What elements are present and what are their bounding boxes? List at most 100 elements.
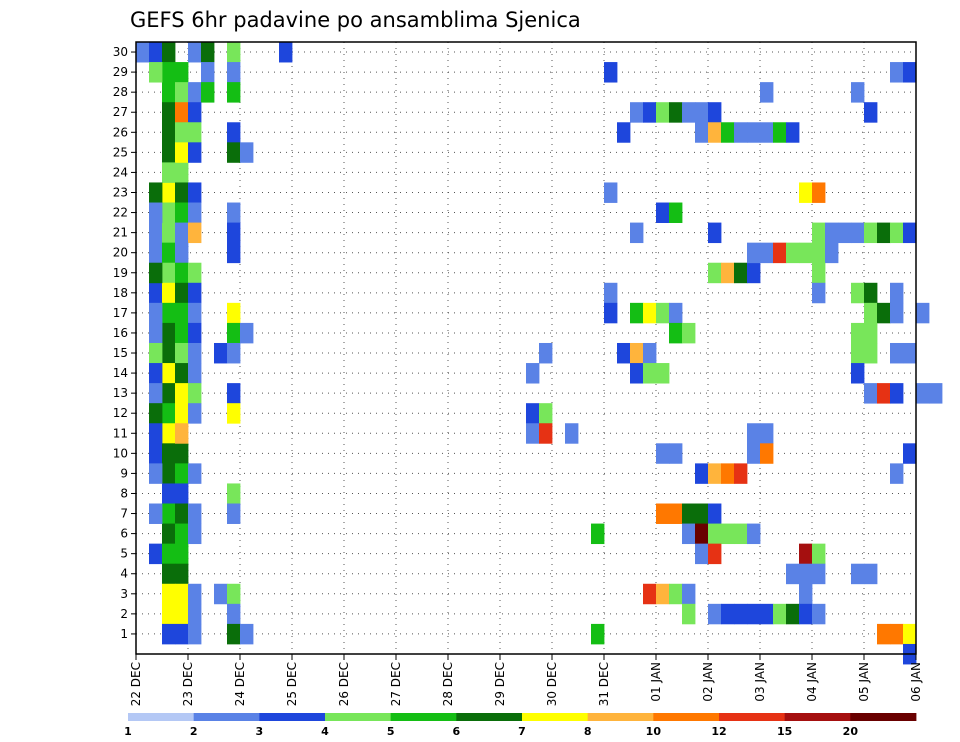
y-tick-label: 23 [113,185,128,199]
heatmap-cell [812,603,826,625]
heatmap-cell [175,383,189,404]
heatmap-cell [188,42,202,63]
heatmap-cell [188,363,202,384]
heatmap-cell [682,523,696,545]
heatmap-cell [929,383,943,404]
heatmap-cell [227,503,241,524]
heatmap-cell [773,122,787,143]
heatmap-cell [747,122,761,143]
y-axis-ticks: 1234567891011121314151617181920212223242… [113,45,136,641]
heatmap-cell [188,182,202,203]
heatmap-cell [149,543,163,565]
heatmap-cell [864,102,878,123]
heatmap-cell [227,42,241,63]
heatmap-cell [760,242,774,264]
heatmap-cell [721,603,735,625]
heatmap-cell [877,623,891,645]
heatmap-cell [682,583,696,605]
colorbar-tick-label: 4 [321,725,329,738]
heatmap-cell [214,583,228,605]
y-tick-label: 1 [120,627,128,641]
heatmap-cell [656,302,670,324]
colorbar-tick-label: 12 [711,725,726,738]
heatmap-cell [604,282,618,304]
heatmap-cell [149,383,163,404]
heatmap-cell [643,102,657,123]
heatmap-cell [708,603,722,625]
heatmap-cell [149,403,163,424]
heatmap-cell [890,222,904,244]
heatmap-cell [591,623,605,645]
heatmap-cell [695,503,709,524]
heatmap-cell [227,403,241,424]
heatmap-cell [175,202,189,223]
chart-title: GEFS 6hr padavine po ansamblima Sjenica [130,8,581,32]
heatmap-cell [526,423,540,444]
heatmap-cell [773,242,787,264]
heatmap-cell [695,122,709,143]
y-tick-label: 12 [113,406,128,420]
y-tick-label: 10 [113,446,128,460]
heatmap-cell [162,322,176,344]
heatmap-cell [162,423,176,444]
y-tick-label: 4 [120,567,128,581]
heatmap-cell [851,282,865,304]
heatmap-cell [760,82,774,103]
heatmap-cell [903,623,917,645]
heatmap-cell [565,423,579,444]
heatmap-cell [162,102,176,123]
y-tick-label: 7 [120,507,128,521]
colorbar-tick-label: 7 [518,725,526,738]
heatmap-cell [175,122,189,143]
heatmap-cell [175,483,189,504]
heatmap-cell [799,563,813,585]
y-tick-label: 5 [120,547,128,561]
heatmap-cell [825,242,839,264]
heatmap-cell [747,523,761,545]
heatmap-cell [799,583,813,605]
x-tick-label: 29 DEC [493,662,507,706]
heatmap-cell [708,463,722,484]
heatmap-cell [669,322,683,344]
y-tick-label: 25 [113,145,128,159]
heatmap-cell [175,182,189,203]
heatmap-cell [175,322,189,344]
heatmap-cell [734,122,748,143]
heatmap-cell [162,302,176,324]
heatmap-cell [526,363,540,384]
heatmap-cell [539,403,553,424]
heatmap-cell [188,342,202,364]
heatmap-cell [695,523,709,545]
heatmap-cell [695,543,709,565]
heatmap-cell [214,342,228,364]
heatmap-cell [175,563,189,585]
heatmap-cell [201,62,215,83]
heatmap-cell [682,322,696,344]
heatmap-cell [773,603,787,625]
colorbar-tick-label: 15 [777,725,792,738]
heatmap-cell [656,503,670,524]
heatmap-cell [227,483,241,504]
y-tick-label: 27 [113,105,128,119]
heatmap-cell [188,102,202,123]
heatmap-cell [162,242,176,264]
heatmap-cell [149,202,163,223]
heatmap-cell [695,102,709,123]
heatmap-cell [162,162,176,183]
heatmap-cell [708,543,722,565]
heatmap-cell [162,543,176,565]
heatmap-cell [188,322,202,344]
heatmap-cell [539,423,553,444]
y-tick-label: 17 [113,306,128,320]
heatmap-cell [851,222,865,244]
heatmap-cell [747,242,761,264]
heatmap-cell [864,222,878,244]
colorbar-tick-label: 3 [256,725,264,738]
heatmap-cell [630,363,644,384]
heatmap-cell [175,62,189,83]
heatmap-cell [734,603,748,625]
heatmap-cell [175,523,189,545]
heatmap-cell [864,302,878,324]
y-tick-label: 28 [113,85,128,99]
heatmap-cell [227,603,241,625]
